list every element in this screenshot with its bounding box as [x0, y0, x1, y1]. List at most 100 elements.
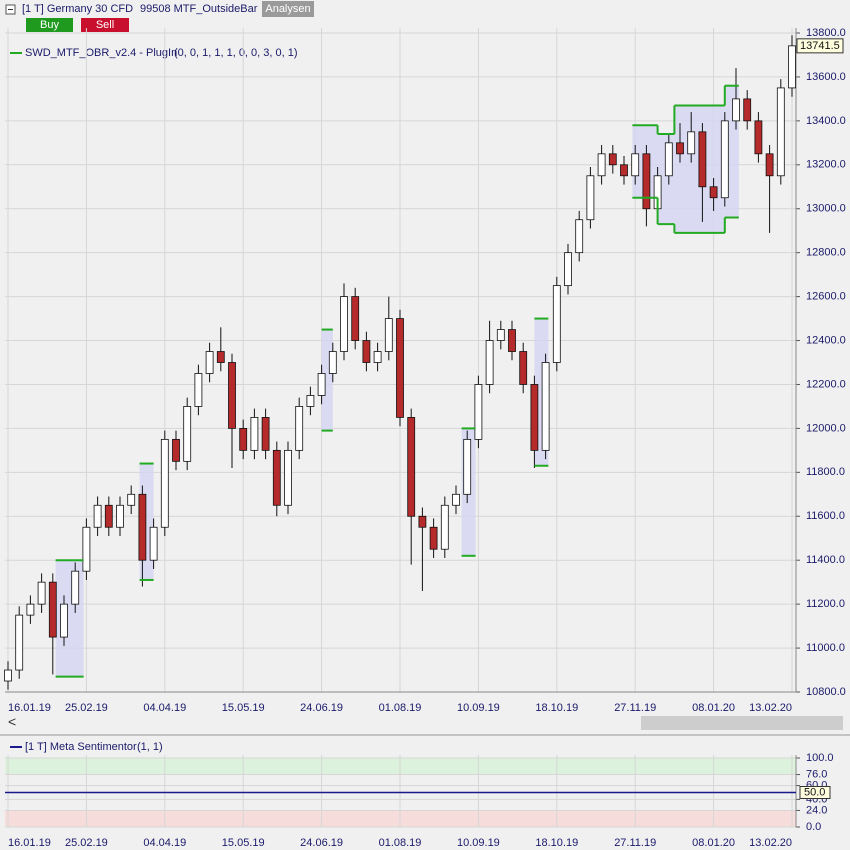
x-tick-label: 10.09.19 [457, 702, 500, 714]
candle-body [597, 153, 606, 177]
y-tick-label: 11200.0 [806, 598, 845, 610]
last-price-box [796, 38, 844, 54]
x-tick-label: 01.08.19 [379, 837, 422, 849]
candle-body [429, 526, 438, 550]
candle-body [564, 252, 572, 287]
candle-body [4, 669, 12, 682]
candle-body [642, 153, 651, 210]
candle-body [194, 373, 203, 407]
y-tick-label: 11600.0 [806, 510, 845, 522]
buy-button[interactable] [26, 18, 73, 32]
candle-body [149, 526, 158, 561]
candle-body [754, 120, 763, 155]
y-tick-label: 13600.0 [806, 71, 846, 83]
candle-body [687, 131, 696, 155]
candle-body [418, 515, 427, 528]
candle-body [396, 318, 404, 418]
candle-body [586, 175, 595, 221]
candle-body [250, 417, 259, 451]
x-tick-label: 10.09.19 [457, 837, 500, 849]
y-tick-label: 76.0 [806, 768, 827, 780]
x-tick-label: 25.02.19 [65, 837, 108, 849]
candle-body [608, 153, 617, 166]
candle-body [452, 493, 460, 506]
candle-body [776, 87, 785, 177]
candle-body [15, 614, 24, 671]
y-tick-label: 12600.0 [806, 291, 846, 303]
y-tick-label: 100.0 [806, 752, 834, 764]
y-tick-label: 24.0 [806, 804, 827, 816]
sentiment-title: [1 T] Meta Sentimentor [25, 741, 137, 753]
candle-body [26, 603, 35, 616]
candle-body [496, 329, 505, 341]
indicator-name: SWD_MTF_OBR_v2.4 - PlugIn [25, 47, 177, 59]
candle-body [127, 493, 136, 506]
x-tick-label: 13.02.20 [749, 702, 792, 714]
candle-body [720, 120, 729, 199]
candle-body [765, 153, 774, 177]
x-tick-label: 08.01.20 [692, 702, 735, 714]
y-tick-label: 12200.0 [806, 378, 846, 390]
y-tick-label: 12000.0 [806, 422, 846, 434]
candle-body [272, 449, 281, 506]
x-tick-label: 18.10.19 [535, 837, 578, 849]
candle-body [160, 438, 169, 528]
candle-body [709, 186, 718, 199]
buy-label: Buy [40, 19, 59, 31]
candle-body [104, 504, 113, 528]
candle-body [216, 351, 225, 363]
last-price-label: 13741.5 [800, 40, 840, 52]
sell-button[interactable] [81, 18, 129, 32]
candle-body [183, 406, 192, 462]
x-tick-label: 27.11.19 [614, 702, 656, 714]
candle-body [71, 570, 80, 605]
candle-body [788, 45, 796, 89]
zone [321, 329, 333, 431]
candle-body [485, 340, 494, 385]
candle-body [631, 153, 640, 177]
x-tick-label: 24.06.19 [300, 702, 343, 714]
candle-body [93, 504, 102, 528]
candle-body [205, 351, 214, 374]
scrollbar-thumb[interactable] [641, 716, 843, 730]
candle-body [519, 351, 528, 385]
y-tick-label: 12800.0 [806, 247, 846, 259]
x-tick-label: 01.08.19 [379, 702, 422, 714]
y-tick-label: 10800.0 [806, 686, 846, 698]
analysen-button[interactable] [262, 1, 314, 17]
candle-body [138, 493, 147, 561]
scroll-left[interactable]: < [8, 714, 16, 730]
candle-body [362, 340, 371, 363]
candle-body [48, 581, 57, 638]
x-tick-label: 16.01.19 [8, 702, 51, 714]
y-tick-label: 12400.0 [806, 334, 846, 346]
x-tick-label: 04.04.19 [143, 837, 186, 849]
x-tick-label: 25.02.19 [65, 702, 108, 714]
candle-body [620, 164, 628, 177]
candle-body [340, 296, 348, 352]
value-box [799, 786, 831, 799]
candle-body [261, 417, 270, 451]
x-tick-label: 15.05.19 [222, 837, 265, 849]
sell-label: Sell [96, 19, 114, 31]
y-tick-label: 11000.0 [806, 642, 845, 654]
candle-body [284, 449, 292, 506]
x-tick-label: 16.01.19 [8, 837, 51, 849]
y-tick-label: 11400.0 [806, 554, 845, 566]
candle-body [743, 98, 752, 122]
candle-body [463, 438, 472, 495]
candle-body [351, 296, 360, 341]
candle-body [373, 351, 382, 363]
candle-body [732, 98, 740, 122]
candle-body [407, 417, 416, 517]
candle-body [508, 329, 516, 352]
sentiment-params: (1, 1) [137, 741, 163, 753]
candle-body [384, 318, 393, 352]
x-tick-label: 18.10.19 [535, 702, 578, 714]
candle-body [440, 504, 449, 550]
candle-body [306, 395, 315, 407]
instrument-title: [1 T] Germany 30 CFD [22, 3, 133, 15]
y-tick-label: 13200.0 [806, 159, 846, 171]
candle-body [474, 384, 483, 440]
